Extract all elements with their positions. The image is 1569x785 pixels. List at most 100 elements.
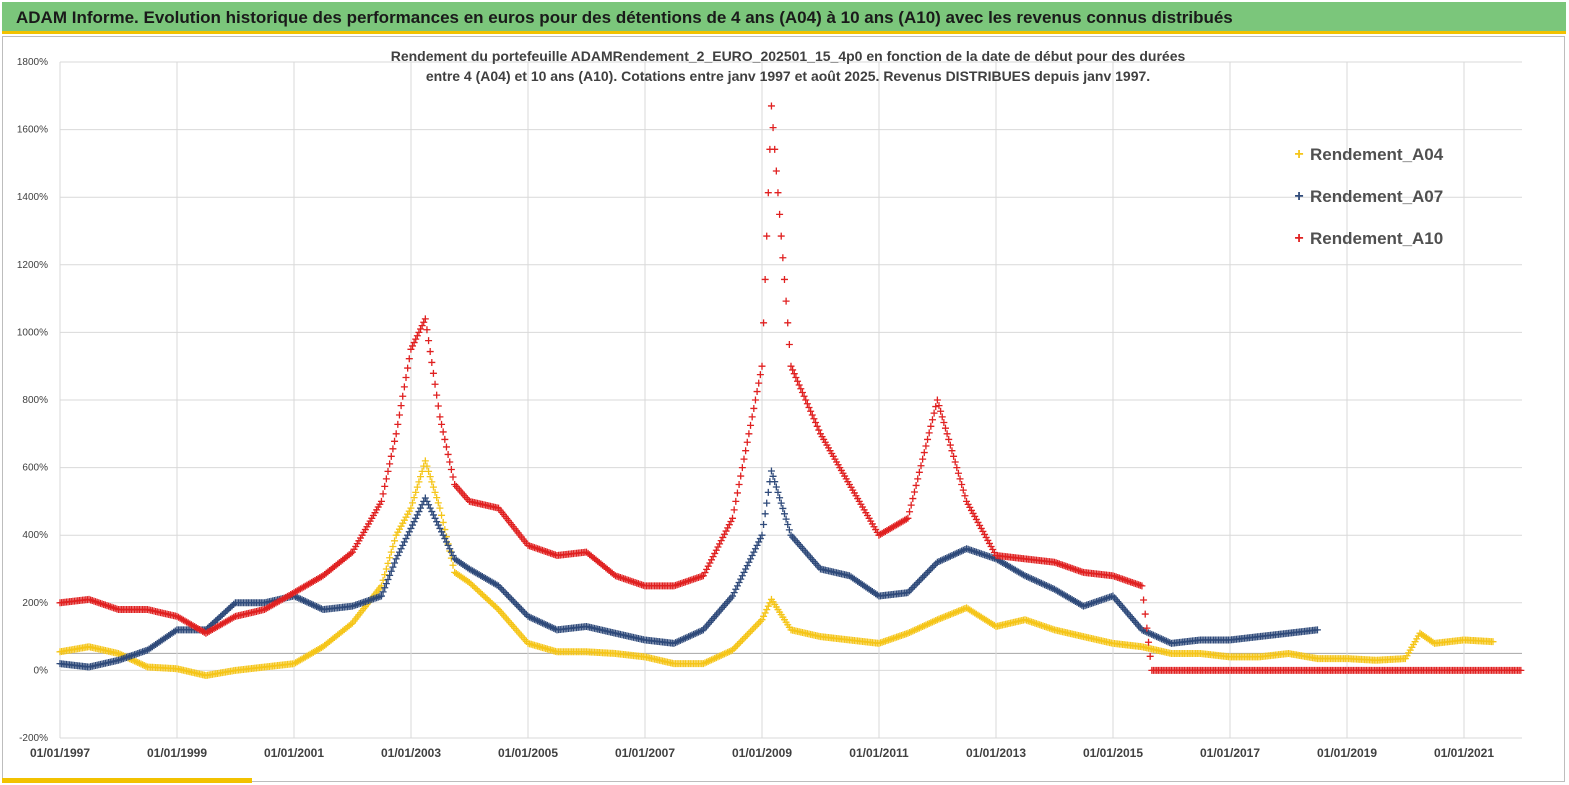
y-tick-label: 1200% xyxy=(17,260,48,271)
data-point xyxy=(688,631,696,639)
data-point xyxy=(925,567,933,575)
data-point xyxy=(446,545,454,553)
data-point xyxy=(914,625,922,633)
data-point xyxy=(722,527,730,535)
data-point xyxy=(917,462,925,470)
data-point xyxy=(418,322,426,330)
data-point xyxy=(966,503,974,511)
x-tick-label: 01/01/2003 xyxy=(381,746,441,760)
data-point xyxy=(743,562,751,570)
data-point xyxy=(941,554,949,562)
data-point xyxy=(483,595,491,603)
data-point xyxy=(210,618,218,626)
data-point xyxy=(540,620,548,628)
data-point xyxy=(415,478,423,486)
data-point xyxy=(742,447,750,455)
data-point xyxy=(399,392,407,400)
data-point xyxy=(295,594,303,602)
data-point xyxy=(441,435,449,443)
x-tick-label: 01/01/2021 xyxy=(1434,746,1494,760)
data-point xyxy=(925,429,933,437)
data-point xyxy=(976,521,984,529)
data-point xyxy=(1153,633,1161,641)
data-point xyxy=(391,559,399,567)
data-point xyxy=(527,614,535,622)
y-axis-ticks: -200% 0% 200% 400% 600% 800% 1000% 1200% 1400% 16… xyxy=(17,57,48,744)
data-point xyxy=(306,600,314,608)
data-point xyxy=(935,402,943,410)
data-point xyxy=(915,468,923,476)
data-point xyxy=(1159,636,1167,644)
data-point xyxy=(795,381,803,389)
data-point xyxy=(987,542,995,550)
data-point xyxy=(917,623,925,631)
data-point xyxy=(395,411,403,419)
data-point xyxy=(912,580,920,588)
data-point xyxy=(1313,626,1321,634)
data-point xyxy=(391,437,399,445)
data-point xyxy=(792,373,800,381)
data-point xyxy=(439,428,447,436)
data-point xyxy=(745,430,753,438)
data-point xyxy=(961,492,969,500)
data-point xyxy=(1046,583,1054,591)
data-point xyxy=(716,540,724,548)
data-point xyxy=(1162,637,1170,645)
data-point xyxy=(686,632,694,640)
x-tick-label: 01/01/2011 xyxy=(849,746,909,760)
data-point xyxy=(683,633,691,641)
page-title: ADAM Informe. Evolution historique des p… xyxy=(16,8,1233,27)
y-tick-label: 1800% xyxy=(17,57,48,68)
data-point xyxy=(758,531,766,539)
data-point xyxy=(412,514,420,522)
data-point xyxy=(737,472,745,480)
data-point xyxy=(919,573,927,581)
data-point xyxy=(418,467,426,475)
data-point xyxy=(748,413,756,421)
data-point xyxy=(384,559,392,567)
data-point xyxy=(933,616,941,624)
data-point xyxy=(742,633,750,641)
data-point xyxy=(428,508,436,516)
data-point xyxy=(984,536,992,544)
data-point xyxy=(910,582,918,590)
data-point xyxy=(914,579,922,587)
data-point xyxy=(503,590,511,598)
data-point xyxy=(347,620,355,628)
data-point xyxy=(1151,632,1159,640)
data-point xyxy=(943,612,951,620)
data-point xyxy=(693,629,701,637)
data-point xyxy=(813,422,821,430)
data-point xyxy=(812,419,820,427)
data-point xyxy=(230,600,238,608)
y-tick-label: -200% xyxy=(19,733,48,744)
data-point xyxy=(696,627,704,635)
data-point xyxy=(1429,638,1437,646)
data-point xyxy=(924,568,932,576)
data-point xyxy=(910,488,918,496)
data-point xyxy=(767,467,775,475)
data-point xyxy=(904,629,912,637)
data-point xyxy=(421,494,429,502)
data-point xyxy=(951,550,959,558)
data-point xyxy=(920,622,928,630)
data-point xyxy=(304,599,312,607)
chart-title-line-2: entre 4 (A04) et 10 ans (A10). Cotations… xyxy=(425,68,1151,84)
data-point xyxy=(442,443,450,451)
data-point xyxy=(956,475,964,483)
data-point xyxy=(1036,579,1044,587)
data-point xyxy=(711,654,719,662)
legend-marker-a04: + xyxy=(1294,146,1304,163)
data-point xyxy=(971,512,979,520)
data-point xyxy=(415,508,423,516)
data-point xyxy=(389,563,397,571)
data-point xyxy=(399,541,407,549)
data-point xyxy=(761,609,769,617)
chart-legend: + Rendement_A04 + Rendement_A07 + Rendem… xyxy=(1290,134,1443,260)
data-point xyxy=(803,400,811,408)
data-point xyxy=(543,621,551,629)
data-point xyxy=(550,624,558,632)
data-point xyxy=(932,403,940,411)
data-point xyxy=(772,167,780,175)
data-point xyxy=(521,609,529,617)
